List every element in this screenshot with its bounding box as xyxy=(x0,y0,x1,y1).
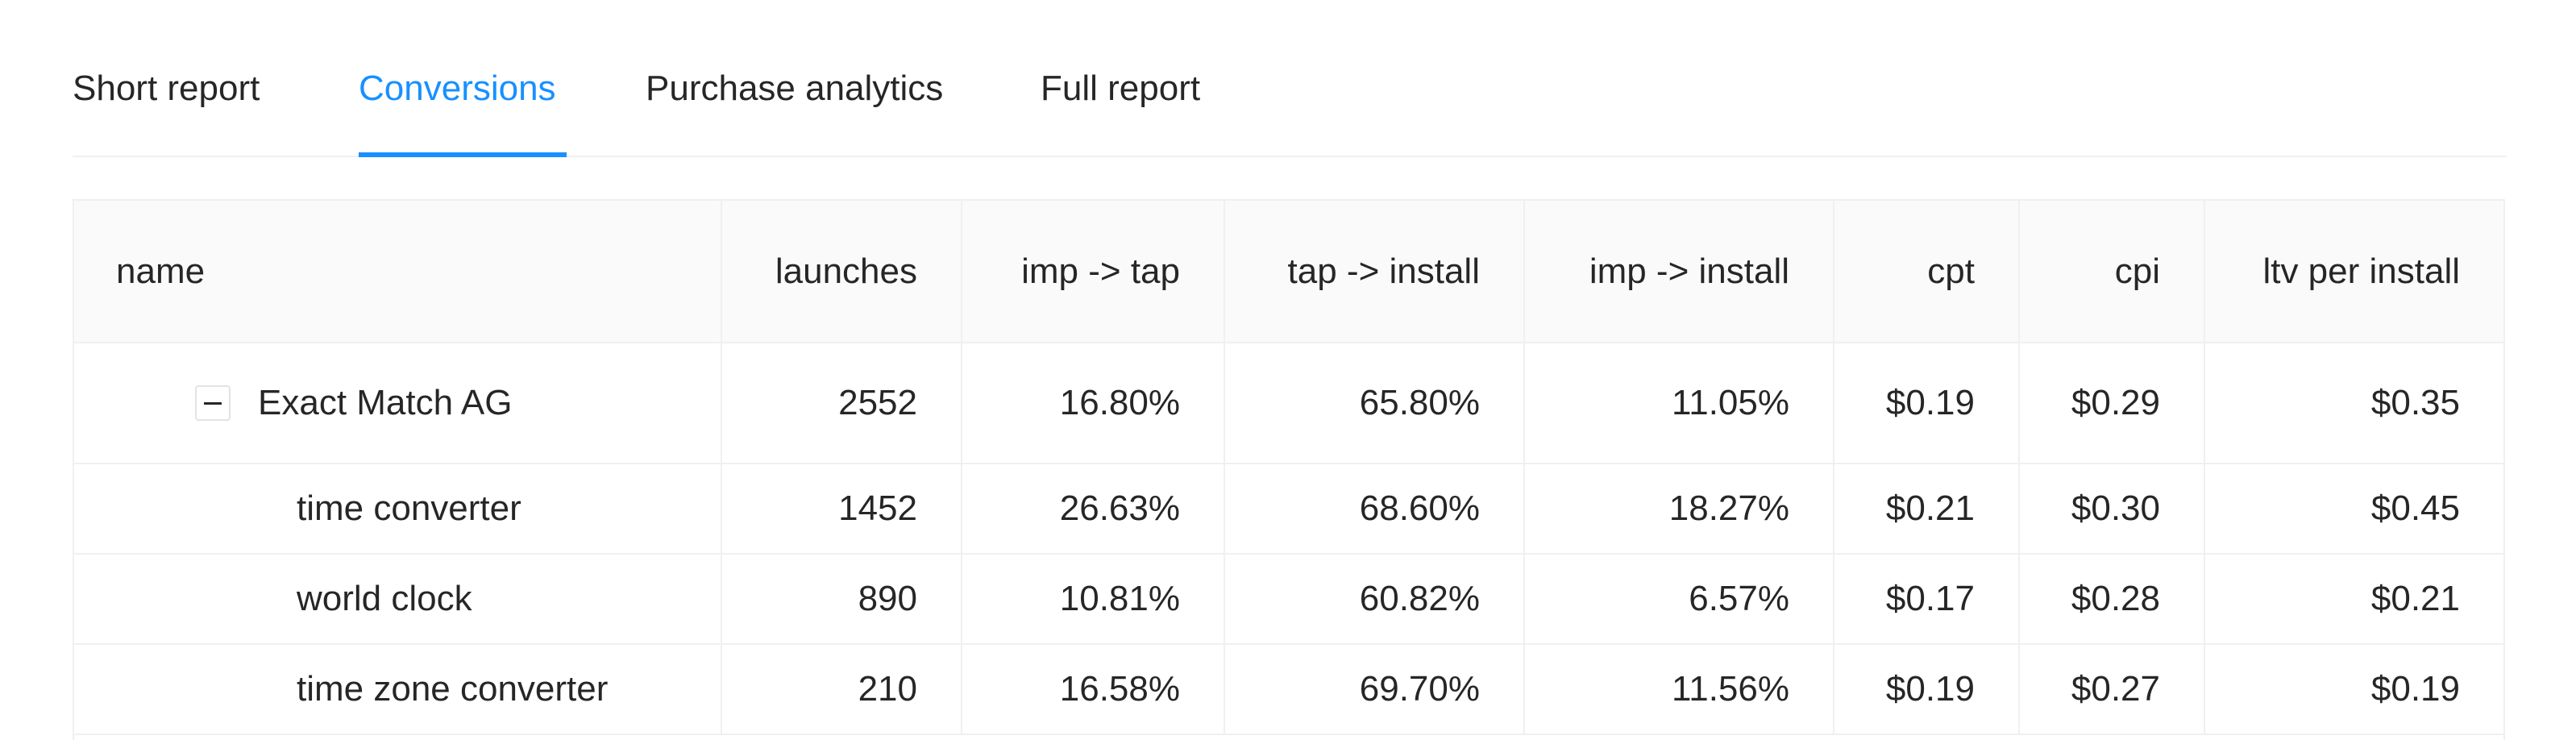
column-header-tap-to-install[interactable]: tap -> install xyxy=(1224,201,1525,343)
column-header-imp-to-install[interactable]: imp -> install xyxy=(1524,201,1834,343)
tab-conversions[interactable]: Conversions xyxy=(359,69,556,108)
row-name-label: world clock xyxy=(297,579,472,618)
table-row[interactable]: world clock 890 10.81% 60.82% 6.57% $0.1… xyxy=(74,554,2503,645)
table-row[interactable]: time zone converter 210 16.58% 69.70% 11… xyxy=(74,644,2503,735)
cell-imp-to-install: 6.57% xyxy=(1524,554,1834,645)
column-header-cpt[interactable]: cpt xyxy=(1834,201,2020,343)
row-name-label: Exact Match AG xyxy=(258,383,513,422)
cell-cpi: $0.28 xyxy=(2019,554,2205,645)
name-cell-content: time zone converter xyxy=(116,669,677,709)
cell-launches: 210 xyxy=(721,644,962,735)
conversions-table-grid: name launches imp -> tap tap -> install … xyxy=(74,201,2503,735)
name-cell-content: world clock xyxy=(116,579,677,619)
column-header-launches[interactable]: launches xyxy=(721,201,962,343)
column-header-cpi[interactable]: cpi xyxy=(2019,201,2205,343)
report-tabs: Short report Conversions Purchase analyt… xyxy=(73,0,2507,157)
tab-full-report[interactable]: Full report xyxy=(1041,69,1201,108)
cell-cpt: $0.19 xyxy=(1834,644,2020,735)
cell-tap-to-install: 65.80% xyxy=(1224,343,1525,464)
tab-short-report[interactable]: Short report xyxy=(73,69,260,108)
cell-imp-to-tap: 26.63% xyxy=(962,464,1225,555)
name-cell-content: time converter xyxy=(116,488,677,529)
active-tab-indicator xyxy=(359,152,567,157)
cell-imp-to-tap: 16.80% xyxy=(962,343,1225,464)
cell-tap-to-install: 69.70% xyxy=(1224,644,1525,735)
row-name-label: time zone converter xyxy=(297,669,609,709)
cell-imp-to-install: 11.56% xyxy=(1524,644,1834,735)
cell-imp-to-tap: 10.81% xyxy=(962,554,1225,645)
cell-ltv-per-install: $0.45 xyxy=(2204,464,2503,555)
cell-name: world clock xyxy=(74,554,722,645)
cell-ltv-per-install: $0.19 xyxy=(2204,644,2503,735)
cell-ltv-per-install: $0.21 xyxy=(2204,554,2503,645)
column-header-imp-to-tap[interactable]: imp -> tap xyxy=(962,201,1225,343)
column-header-ltv-per-install[interactable]: ltv per install xyxy=(2204,201,2503,343)
cell-imp-to-tap: 16.58% xyxy=(962,644,1225,735)
cell-ltv-per-install: $0.35 xyxy=(2204,343,2503,464)
cell-name: Exact Match AG xyxy=(74,343,722,464)
column-header-name[interactable]: name xyxy=(74,201,722,343)
name-cell-content: Exact Match AG xyxy=(116,383,677,423)
table-header-row: name launches imp -> tap tap -> install … xyxy=(74,201,2503,343)
cell-name: time zone converter xyxy=(74,644,722,735)
cell-cpi: $0.27 xyxy=(2019,644,2205,735)
conversions-table: name launches imp -> tap tap -> install … xyxy=(73,199,2505,740)
table-row-group[interactable]: Exact Match AG 2552 16.80% 65.80% 11.05%… xyxy=(74,343,2503,464)
cell-imp-to-install: 11.05% xyxy=(1524,343,1834,464)
cell-cpt: $0.17 xyxy=(1834,554,2020,645)
cell-name: time converter xyxy=(74,464,722,555)
cell-launches: 2552 xyxy=(721,343,962,464)
cell-launches: 890 xyxy=(721,554,962,645)
cell-imp-to-install: 18.27% xyxy=(1524,464,1834,555)
collapse-row-icon[interactable] xyxy=(195,385,231,421)
row-name-label: time converter xyxy=(297,488,521,528)
cell-tap-to-install: 68.60% xyxy=(1224,464,1525,555)
cell-cpi: $0.30 xyxy=(2019,464,2205,555)
tab-purchase-analytics[interactable]: Purchase analytics xyxy=(646,69,944,108)
cell-cpt: $0.19 xyxy=(1834,343,2020,464)
cell-cpi: $0.29 xyxy=(2019,343,2205,464)
table-row[interactable]: time converter 1452 26.63% 68.60% 18.27%… xyxy=(74,464,2503,555)
cell-tap-to-install: 60.82% xyxy=(1224,554,1525,645)
cell-cpt: $0.21 xyxy=(1834,464,2020,555)
cell-launches: 1452 xyxy=(721,464,962,555)
